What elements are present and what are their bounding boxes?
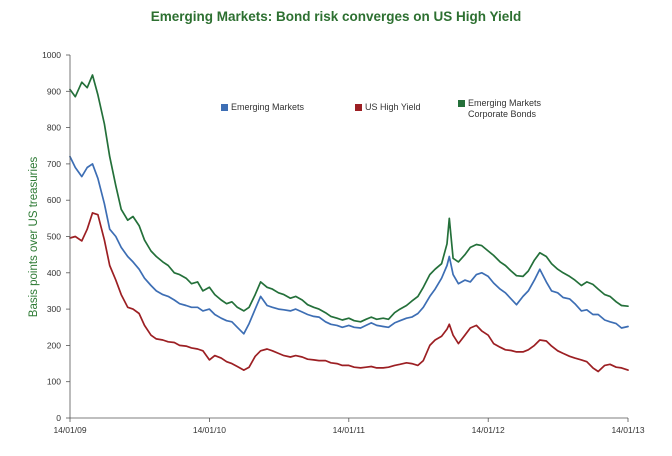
axes: 0 100 200 300 400 500 600 700 800 900 1000 14/01/09… bbox=[42, 50, 645, 435]
x-tick-label: 14/01/12 bbox=[472, 425, 505, 435]
series-lines bbox=[69, 74, 629, 373]
legend-label-emerging-markets-corporate-bonds: Emerging Markets Corporate Bonds bbox=[468, 98, 542, 119]
y-tick-label: 1000 bbox=[42, 50, 61, 60]
y-tick-label: 200 bbox=[47, 340, 61, 350]
y-tick-label: 600 bbox=[47, 195, 61, 205]
y-axis-label: Basis points over US treasuries bbox=[28, 157, 40, 318]
series-line-emerging-markets-corporate-bonds bbox=[69, 74, 629, 323]
legend-swatch-emerging-markets bbox=[221, 104, 228, 111]
y-tick-label: 800 bbox=[47, 123, 61, 133]
y-tick-label: 900 bbox=[47, 86, 61, 96]
legend-item-emerging-markets: Emerging Markets bbox=[221, 102, 304, 113]
legend-label-emerging-markets: Emerging Markets bbox=[231, 102, 305, 112]
legend-item-us-high-yield: US High Yield bbox=[355, 102, 421, 113]
y-tick-label: 100 bbox=[47, 377, 61, 387]
y-tick-label: 0 bbox=[56, 413, 61, 423]
x-tick-label: 14/01/10 bbox=[193, 425, 226, 435]
y-tick-label: 400 bbox=[47, 268, 61, 278]
legend-swatch-emerging-markets-corporate-bonds bbox=[458, 100, 465, 107]
x-tick-label: 14/01/13 bbox=[611, 425, 644, 435]
y-tick-label: 300 bbox=[47, 304, 61, 314]
y-tick-label: 500 bbox=[47, 232, 61, 242]
x-tick-label: 14/01/09 bbox=[53, 425, 86, 435]
series-line-us-high-yield bbox=[69, 212, 629, 373]
chart-title: Emerging Markets: Bond risk converges on… bbox=[150, 9, 522, 24]
y-tick-label: 700 bbox=[47, 159, 61, 169]
series-line-emerging-markets bbox=[69, 155, 629, 335]
legend-swatch-us-high-yield bbox=[355, 104, 362, 111]
x-tick-label: 14/01/11 bbox=[333, 425, 366, 435]
legend-item-emerging-markets-corporate-bonds: Emerging Markets Corporate Bonds bbox=[458, 98, 548, 120]
legend-label-us-high-yield: US High Yield bbox=[365, 102, 421, 112]
